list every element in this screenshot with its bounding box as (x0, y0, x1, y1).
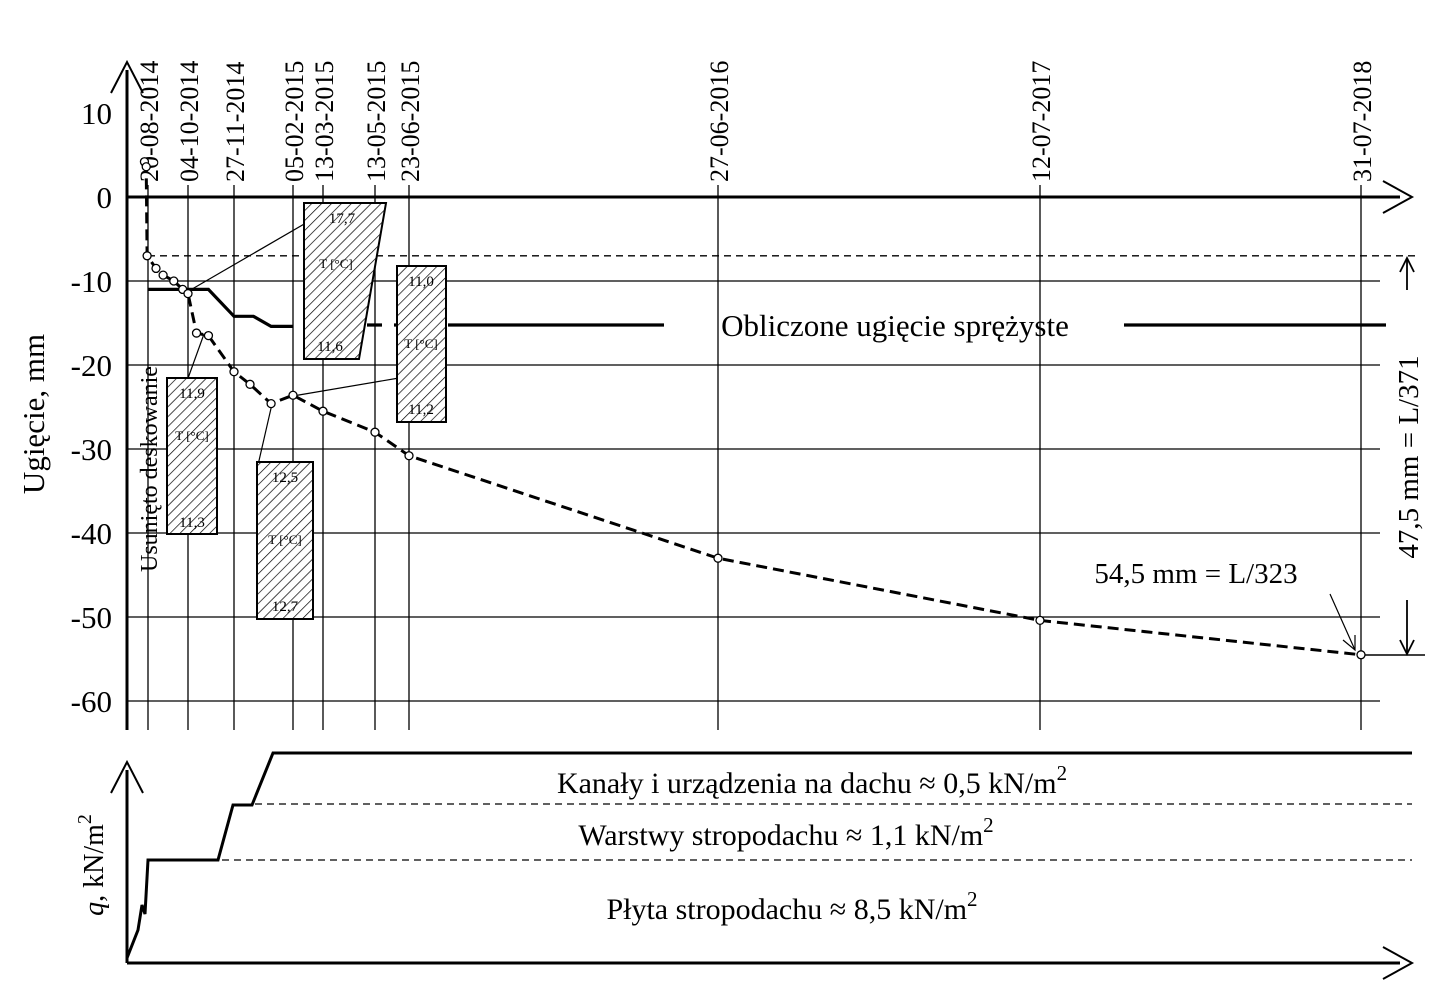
y-tick-label: 10 (81, 96, 112, 131)
date-tick-label: 27-06-2016 (705, 61, 734, 182)
measured-point (229, 367, 239, 377)
date-tick-label: 12-07-2017 (1027, 61, 1056, 182)
date-tick-labels: 20-08-2014 04-10-2014 27-11-2014 05-02-2015… (135, 61, 1377, 182)
temperature-box-4: 11,0 T [°C] 11,2 (396, 265, 447, 423)
measured-point (151, 263, 161, 274)
temperature-box-2: 12,5 T [°C] 12,7 (256, 461, 314, 620)
load-layer-slab-text: Płyta stropodachu ≈ 8,5 kN/m (606, 893, 967, 926)
date-tick-label: 23-06-2015 (396, 61, 425, 182)
y-tick-label: -20 (71, 348, 112, 383)
temp-box-4-top: 11,0 (408, 274, 434, 290)
load-layer-roof-layers-text: Warstwy stropodachu ≈ 1,1 kN/m (578, 819, 983, 852)
load-axis-label: q, kN/m2 (74, 814, 110, 916)
date-tick-label: 04-10-2014 (175, 61, 204, 182)
measured-point (266, 398, 276, 409)
measured-point (169, 276, 179, 286)
date-tick-label: 27-11-2014 (221, 62, 250, 182)
dimension-label: 47,5 mm = L/371 (1393, 355, 1425, 558)
y-tick-label: -60 (71, 684, 112, 719)
temp-box-1-bottom: 11,3 (179, 515, 205, 531)
zero-axis (127, 180, 1415, 214)
temp-box-4-label: T [°C] (404, 336, 437, 351)
measured-point (203, 330, 214, 341)
load-axis-label-sup: 2 (74, 814, 96, 824)
temperature-leaders (186, 215, 400, 466)
load-panel-axes (110, 759, 1415, 980)
load-axis-label-var: q (79, 902, 110, 916)
measured-point (1035, 615, 1045, 626)
measured-point (142, 251, 152, 261)
y-tick-label: -30 (71, 432, 112, 467)
y-tick-labels: 10 0 -10 -20 -30 -40 -50 -60 (71, 96, 112, 719)
date-tick-label: 05-02-2015 (280, 61, 309, 182)
temp-box-2-top: 12,5 (272, 470, 298, 486)
load-layer-roof-layers-sup: 2 (983, 813, 994, 837)
final-deflection-pointer (1329, 593, 1356, 652)
elastic-deflection-label: Obliczone ugięcie sprężyste (721, 308, 1069, 343)
temperature-box-3: 17,7 T [°C] 11,6 (303, 202, 388, 360)
load-layer-equipment-sup: 2 (1057, 761, 1068, 785)
measured-point (288, 390, 298, 400)
temp-box-3-label: T [°C] (319, 256, 352, 271)
measured-point (404, 451, 414, 461)
measured-point (183, 288, 193, 299)
temperature-box-1: 11,9 T [°C] 11,3 (166, 377, 218, 535)
load-axis-label-unit: , kN/m (79, 824, 110, 902)
measured-point (318, 406, 328, 416)
date-tick-label: 13-03-2015 (310, 61, 339, 182)
measured-point (191, 328, 202, 338)
date-tick-label: 31-07-2018 (1348, 61, 1377, 182)
y-axis (110, 59, 144, 730)
y-tick-label: -40 (71, 516, 112, 551)
measured-point (158, 270, 168, 280)
temp-box-4-bottom: 11,2 (408, 402, 434, 418)
temp-box-3-bottom: 11,6 (317, 339, 343, 355)
y-axis-label: Ugięcie, mm (16, 334, 51, 494)
temp-box-1-top: 11,9 (179, 386, 205, 402)
temp-box-2-bottom: 12,7 (272, 599, 299, 615)
load-layer-slab-sup: 2 (967, 887, 978, 911)
final-deflection-label: 54,5 mm = L/323 (1094, 558, 1297, 590)
load-layer-roof-layers: Warstwy stropodachu ≈ 1,1 kN/m2 (578, 813, 993, 852)
dimension-line (1365, 255, 1425, 657)
measured-point (141, 162, 151, 172)
measured-point (370, 427, 380, 437)
date-tick-label: 13-05-2015 (362, 61, 391, 182)
y-tick-label: 0 (97, 180, 113, 215)
formwork-removed-label: Usunięto deskowanie (137, 366, 163, 572)
measured-point (245, 379, 255, 389)
y-tick-label: -50 (71, 600, 112, 635)
load-history-line (125, 751, 1412, 959)
elastic-deflection-line (148, 287, 293, 328)
temp-box-2-label: T [°C] (268, 532, 301, 547)
measured-point (1356, 650, 1366, 660)
load-layer-equipment-text: Kanały i urządzenia na dachu ≈ 0,5 kN/m (557, 767, 1057, 800)
temp-box-3-top: 17,7 (329, 211, 356, 227)
y-tick-label: -10 (71, 264, 112, 299)
load-layer-slab: Płyta stropodachu ≈ 8,5 kN/m2 (606, 887, 977, 926)
measured-deflection-points (139, 157, 1366, 660)
measured-point (713, 553, 723, 563)
load-layer-equipment: Kanały i urządzenia na dachu ≈ 0,5 kN/m2 (557, 761, 1067, 800)
temp-box-1-label: T [°C] (175, 428, 208, 443)
horizontal-gridlines (127, 280, 1380, 702)
